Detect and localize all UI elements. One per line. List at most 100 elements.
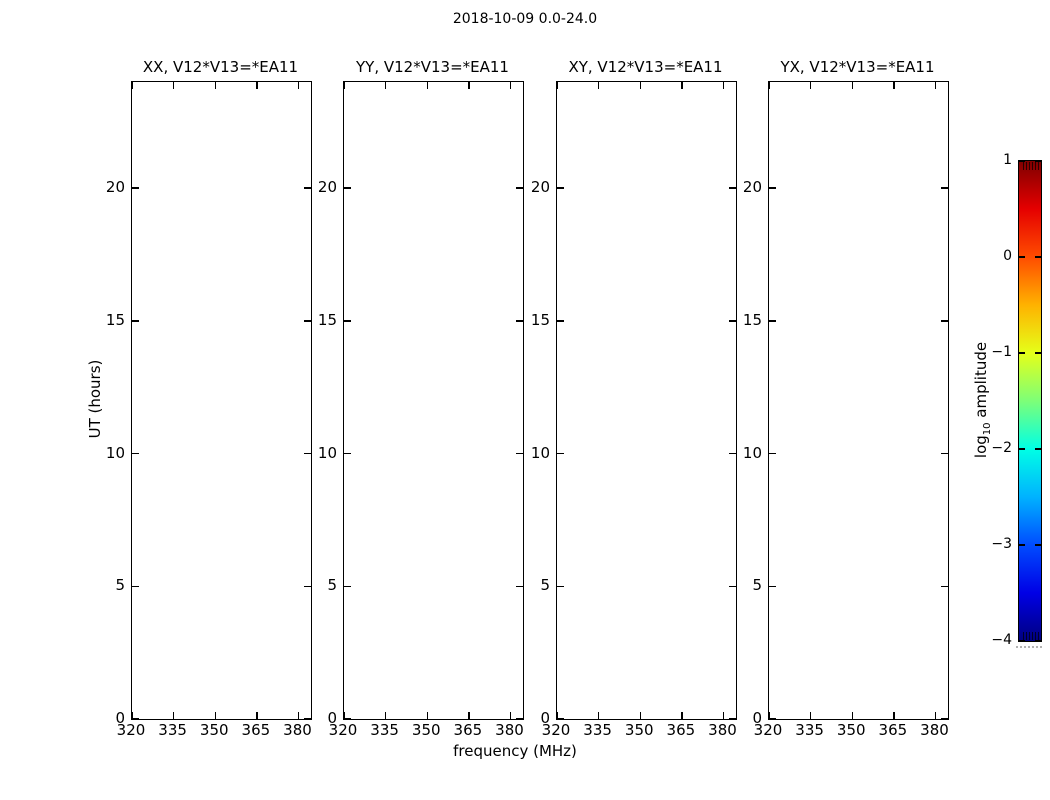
x-tick-label: 380 — [283, 721, 312, 739]
x-tick-label: 320 — [116, 721, 146, 739]
colorbar-end-comb-mark — [1022, 632, 1024, 640]
y-tick — [132, 452, 139, 455]
y-tick — [516, 718, 523, 719]
y-tick — [769, 187, 776, 189]
x-tick — [557, 712, 558, 719]
y-tick-label: 5 — [752, 576, 762, 595]
y-tick-label: 5 — [327, 576, 337, 595]
x-tick — [132, 82, 133, 89]
x-tick — [681, 712, 683, 719]
y-tick-label: 5 — [115, 576, 125, 595]
y-tick-label: 0 — [327, 709, 337, 727]
colorbar-tick — [1035, 448, 1041, 450]
x-tick — [809, 82, 812, 89]
y-tick — [941, 320, 948, 322]
colorbar-tick — [1035, 352, 1041, 354]
y-axis-label: UT (hours) — [86, 359, 104, 439]
x-tick-label: 365 — [666, 721, 696, 739]
x-tick — [934, 82, 937, 89]
x-tick-label: 350 — [411, 721, 441, 739]
x-tick — [384, 82, 387, 89]
x-tick-label: 335 — [370, 721, 399, 739]
y-tick-label: 15 — [105, 310, 125, 329]
y-tick — [132, 187, 139, 189]
colorbar-end-comb-mark — [1037, 162, 1039, 170]
y-tick — [557, 585, 564, 588]
y-tick — [132, 320, 139, 322]
x-tick — [809, 712, 812, 719]
colorbar-tick — [1019, 256, 1025, 258]
y-tick-label: 0 — [540, 709, 550, 727]
x-tick — [893, 712, 895, 719]
colorbar-tick — [1019, 640, 1025, 642]
y-tick-label: 20 — [105, 178, 125, 197]
colorbar-label: log10 amplitude — [972, 300, 993, 500]
y-tick — [557, 452, 564, 455]
colorbar-tick-label: −3 — [991, 536, 1012, 552]
y-tick-label: 5 — [540, 576, 550, 595]
colorbar-end-comb-mark — [1028, 632, 1030, 640]
x-tick — [722, 712, 725, 719]
colorbar-tick-label: −4 — [991, 632, 1012, 648]
x-tick-label: 320 — [753, 721, 783, 739]
x-tick — [681, 82, 683, 89]
y-tick-label: 15 — [317, 310, 337, 329]
x-tick-label: 335 — [158, 721, 187, 739]
x-tick — [256, 712, 258, 719]
y-tick — [729, 452, 736, 455]
y-tick — [941, 718, 948, 719]
x-tick-label: 335 — [583, 721, 612, 739]
colorbar-tick-label: 1 — [1003, 152, 1012, 168]
subplot-frame — [768, 81, 949, 720]
colorbar-tick-label: −1 — [991, 344, 1012, 360]
y-tick — [304, 320, 311, 322]
x-tick — [639, 82, 641, 89]
x-tick-label: 350 — [624, 721, 654, 739]
y-tick — [557, 187, 564, 189]
y-tick — [304, 718, 311, 719]
x-tick-label: 335 — [795, 721, 824, 739]
colorbar-tick-label: −2 — [991, 440, 1012, 456]
x-tick — [426, 82, 428, 89]
x-tick — [426, 712, 428, 719]
x-tick-label: 320 — [328, 721, 358, 739]
x-tick — [172, 82, 175, 89]
colorbar-tick — [1019, 544, 1025, 546]
y-tick — [769, 452, 776, 455]
x-tick — [597, 82, 600, 89]
colorbar-tick — [1019, 352, 1025, 354]
colorbar-tick — [1019, 448, 1025, 450]
colorbar-end-comb-mark — [1025, 162, 1027, 170]
x-tick — [468, 82, 470, 89]
colorbar-tick-label: 0 — [1003, 248, 1012, 264]
colorbar-end-comb-mark — [1022, 162, 1024, 170]
x-tick — [769, 712, 770, 719]
x-tick — [557, 82, 558, 89]
y-tick — [304, 187, 311, 189]
colorbar — [1018, 160, 1042, 642]
colorbar-tick — [1035, 160, 1041, 162]
y-tick — [344, 320, 351, 322]
y-tick — [344, 187, 351, 189]
x-tick — [344, 82, 345, 89]
x-tick-label: 365 — [878, 721, 908, 739]
y-tick — [516, 452, 523, 455]
x-tick-label: 380 — [708, 721, 737, 739]
y-tick — [729, 187, 736, 189]
x-tick — [297, 82, 300, 89]
subplot-title: YX, V12*V13=*EA11 — [780, 58, 935, 76]
colorbar-end-comb-mark — [1034, 162, 1036, 170]
x-tick — [384, 712, 387, 719]
x-tick — [934, 712, 937, 719]
y-tick — [941, 187, 948, 189]
y-tick — [516, 585, 523, 588]
y-tick — [516, 320, 523, 322]
y-tick-label: 20 — [530, 178, 550, 197]
y-tick — [344, 585, 351, 588]
colorbar-tick — [1035, 256, 1041, 258]
x-tick — [639, 712, 641, 719]
y-tick-label: 0 — [752, 709, 762, 727]
colorbar-tick — [1035, 544, 1041, 546]
colorbar-end-comb-mark — [1025, 632, 1027, 640]
y-tick — [132, 718, 139, 719]
